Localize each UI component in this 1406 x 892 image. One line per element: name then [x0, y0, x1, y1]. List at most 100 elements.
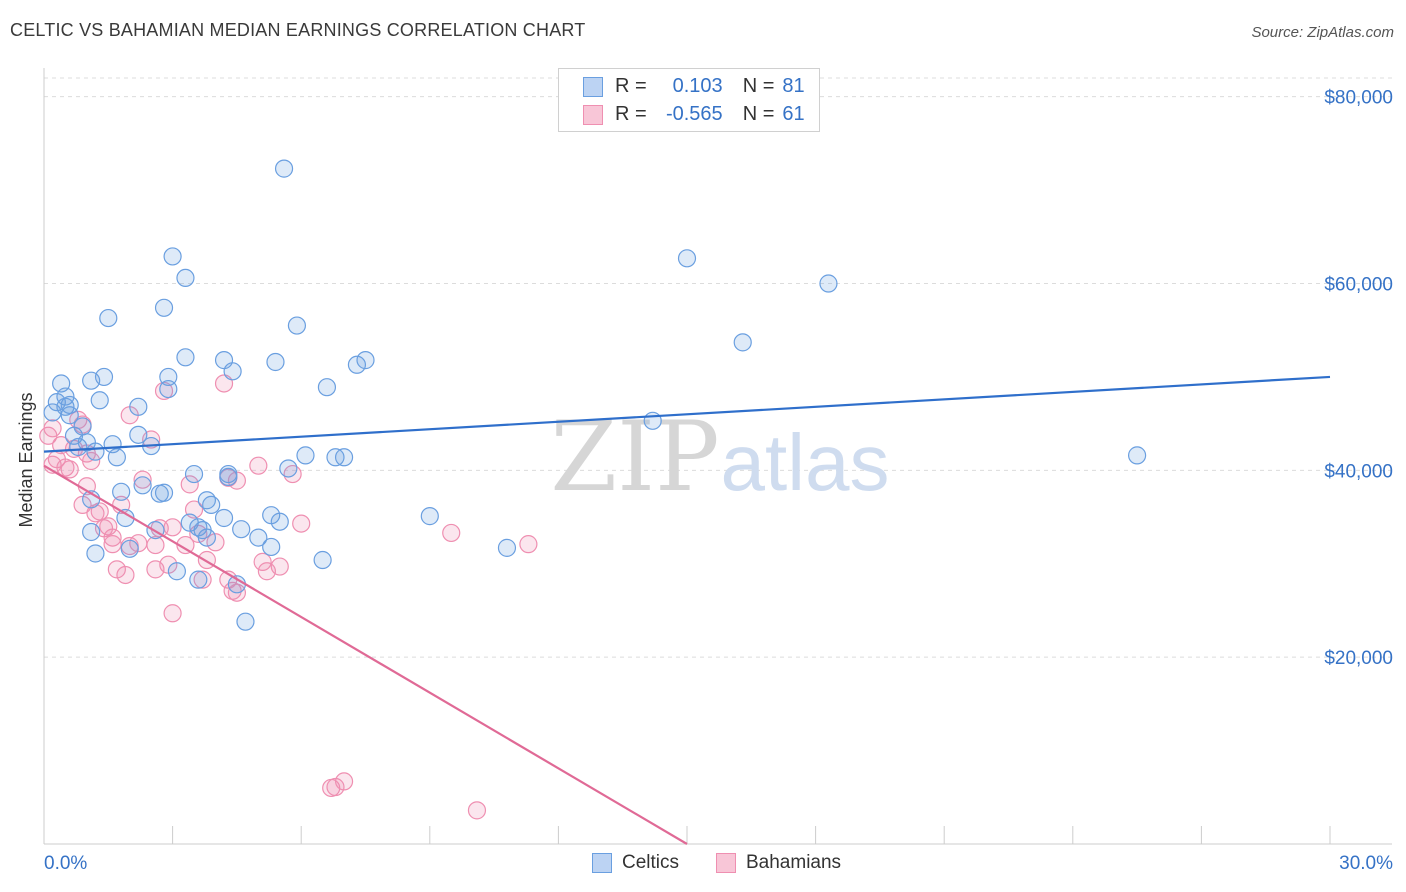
celtics-point — [189, 570, 208, 589]
celtics-point — [232, 520, 251, 539]
watermark-atlas: atlas — [721, 418, 890, 507]
celtics-point — [107, 448, 126, 467]
bahamians-point — [82, 451, 101, 471]
bahamians-point — [292, 514, 311, 533]
celtics-point — [219, 464, 238, 484]
legend-row-celtics: R = 0.103 N = 81 — [583, 75, 805, 98]
bahamians-point — [163, 604, 182, 623]
celtics-point — [334, 448, 354, 467]
celtics-point — [133, 476, 152, 495]
series-legend-celtics: Celtics — [592, 852, 679, 874]
celtics-n-value: 81 — [782, 75, 805, 97]
axes — [43, 68, 1392, 845]
y-tick-label: $60,000 — [1324, 275, 1393, 296]
celtics-point — [274, 159, 294, 178]
bahamians-point — [270, 557, 289, 576]
bahamians-point — [163, 518, 182, 537]
x-tick-label-max: 30.0% — [1339, 853, 1393, 874]
source-label: Source: ZipAtlas.com — [1251, 24, 1394, 41]
celtics-point — [223, 362, 242, 381]
tick-labels: $20,000 $40,000 $60,000 $80,000 0.0% 30.0% — [44, 88, 1393, 874]
celtics-point — [249, 528, 268, 547]
celtics-point — [214, 508, 234, 528]
celtics-swatch — [583, 76, 603, 97]
bahamians-point — [193, 570, 212, 589]
bahamians-point — [334, 772, 354, 791]
celtics-point — [184, 464, 204, 484]
celtics-point — [279, 459, 298, 478]
celtics-point — [317, 378, 337, 397]
celtics-point — [270, 512, 289, 531]
chart-title: CELTIC VS BAHAMIAN MEDIAN EARNINGS CORRE… — [10, 20, 586, 40]
celtics-point — [347, 355, 367, 374]
bahamians-n-value: 61 — [782, 103, 805, 125]
celtics-point — [154, 483, 174, 502]
celtics-trend-line — [43, 375, 1331, 453]
y-axis-label: Median Earnings — [16, 392, 36, 527]
celtics-point — [356, 351, 375, 370]
celtics-point — [82, 522, 101, 542]
bahamians-point — [43, 419, 62, 438]
trend-lines — [43, 375, 1331, 845]
stats-legend: R = 0.103 N = 81 R = -0.565 N = 61 — [558, 68, 820, 132]
celtics-point — [112, 482, 131, 501]
bahamians-point — [253, 552, 272, 571]
bahamians-n-label: N = — [742, 103, 775, 125]
celtics-point — [120, 539, 139, 558]
celtics-point — [497, 538, 517, 557]
celtics-point — [73, 417, 92, 436]
celtics-point — [287, 316, 307, 335]
bahamians-point — [133, 470, 152, 489]
celtics-point — [296, 446, 315, 465]
x-tick-label-min: 0.0% — [44, 853, 87, 874]
series-legend-bahamians: Bahamians — [716, 852, 841, 874]
y-tick-label: $20,000 — [1324, 648, 1393, 669]
bahamians-point — [103, 535, 122, 554]
celtics-point — [420, 507, 439, 526]
celtics-point — [202, 495, 221, 515]
celtics-point — [313, 550, 332, 570]
celtics-point — [86, 544, 105, 563]
celtics-point — [99, 308, 118, 328]
celtics-point — [236, 612, 255, 631]
celtics-point — [176, 268, 195, 288]
celtics-point — [154, 298, 174, 317]
celtics-point — [733, 333, 752, 352]
bahamians-point — [467, 801, 487, 820]
celtics-point — [129, 425, 148, 444]
celtics-point — [86, 442, 105, 461]
legend-row-bahamians: R = -0.565 N = 61 — [583, 103, 805, 126]
bahamians-r-label: R = — [615, 103, 647, 125]
celtics-point — [1127, 446, 1147, 465]
celtics-point — [129, 397, 148, 416]
bahamians-swatch — [583, 104, 603, 125]
celtics-point — [60, 395, 79, 415]
bahamians-point — [180, 475, 199, 494]
celtics-point — [163, 247, 182, 266]
celtics-point — [90, 391, 109, 410]
bahamians-point — [103, 528, 122, 547]
celtics-point — [56, 387, 75, 406]
bahamians-legend-label: Bahamians — [746, 852, 842, 873]
bahamians-point — [206, 533, 225, 552]
celtics-point — [197, 528, 216, 547]
celtics-point — [819, 274, 838, 293]
bahamians-point — [519, 535, 538, 554]
watermark: ZIP atlas — [550, 401, 889, 513]
celtics-point — [167, 562, 186, 581]
celtics-point — [262, 537, 281, 557]
celtics-r-value: 0.103 — [672, 75, 723, 97]
celtics-point — [677, 249, 697, 268]
celtics-point — [69, 437, 88, 457]
celtics-n-label: N = — [742, 75, 775, 97]
bahamians-point — [442, 523, 461, 543]
bahamians-point — [146, 535, 165, 555]
y-tick-label: $40,000 — [1324, 461, 1393, 482]
celtics-point — [266, 352, 285, 372]
bahamians-legend-swatch — [716, 853, 736, 873]
bahamians-point — [60, 460, 79, 479]
bahamians-trend-line — [43, 464, 688, 845]
celtics-r-label: R = — [615, 75, 647, 97]
celtics-point — [60, 406, 79, 425]
